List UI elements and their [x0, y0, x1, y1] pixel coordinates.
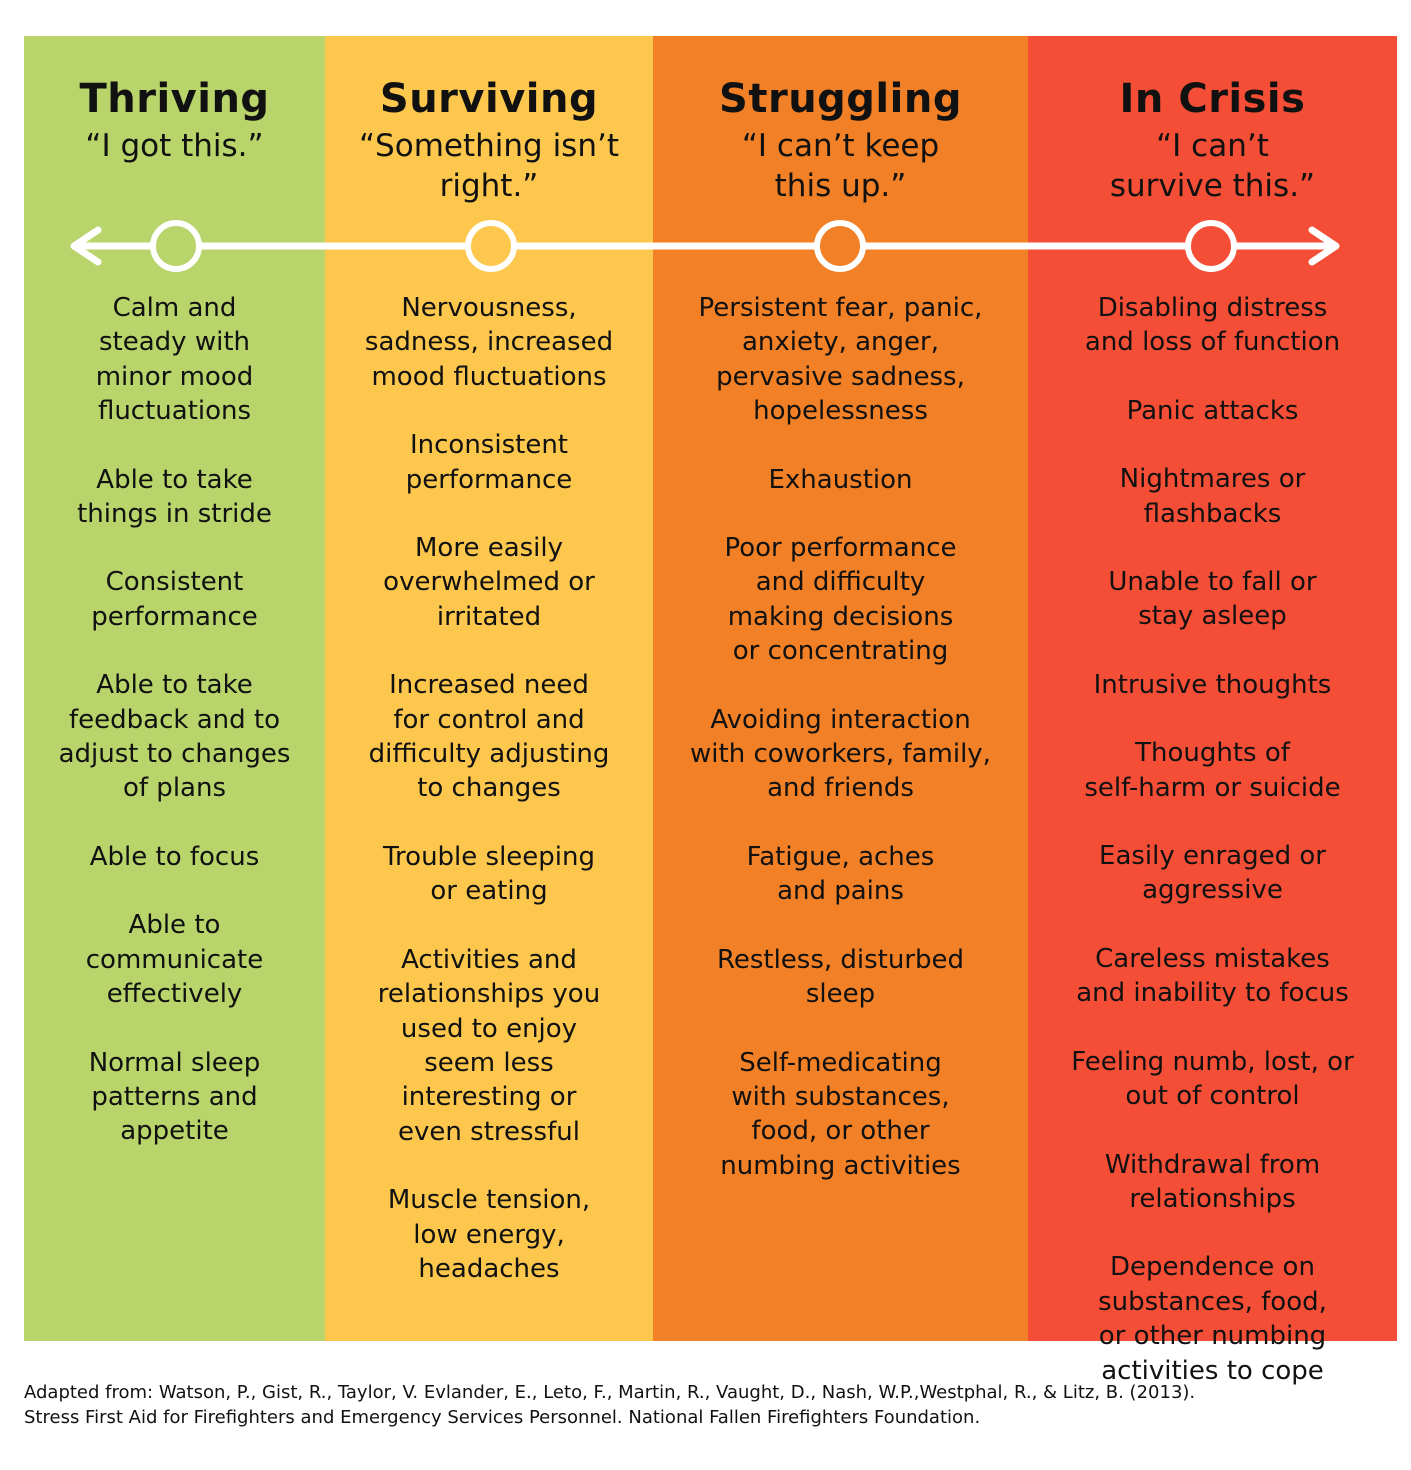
symptom-item: Nervousness, sadness, increased mood flu…: [364, 293, 614, 392]
symptom-list: Calm and steady with minor mood fluctuat…: [32, 291, 317, 1183]
symptom-item: Poor performance and difficulty making d…: [724, 533, 957, 667]
column-quote: “I can’t keep this up.”: [741, 128, 940, 204]
symptom-item: Feeling numb, lost, or out of control: [1071, 1046, 1354, 1112]
symptom-item: Careless mistakes and inability to focus: [1076, 943, 1349, 1009]
citation: Adapted from: Watson, P., Gist, R., Tayl…: [24, 1380, 1394, 1430]
symptom-item: Trouble sleeping or eating: [382, 841, 596, 907]
column-quote: “I can’t survive this.”: [1109, 128, 1316, 204]
column-surviving: Surviving “Something isn’t right.” Nervo…: [325, 36, 653, 1341]
symptom-item: Fatigue, aches and pains: [746, 841, 935, 907]
symptom-item: Self-medicating with substances, food, o…: [720, 1047, 961, 1181]
symptom-item: Nightmares or flashbacks: [1119, 464, 1306, 529]
symptom-item: Increased need for control and difficult…: [368, 670, 610, 804]
symptom-item: Easily enraged or aggressive: [1099, 841, 1326, 906]
symptom-item: Muscle tension, low energy, headaches: [387, 1185, 591, 1284]
symptom-item: Normal sleep patterns and appetite: [88, 1047, 261, 1147]
symptom-list: Nervousness, sadness, increased mood flu…: [333, 291, 645, 1320]
symptom-item: Calm and steady with minor mood fluctuat…: [95, 293, 254, 427]
symptom-item: Exhaustion: [768, 464, 913, 495]
column-title: Surviving: [379, 76, 599, 122]
column-quote: “I got this.”: [85, 128, 264, 164]
symptom-item: Able to take feedback and to adjust to c…: [58, 670, 291, 804]
column-quote: “Something isn’t right.”: [359, 128, 619, 204]
column-thriving: Thriving “I got this.” Calm and steady w…: [24, 36, 325, 1341]
symptom-item: Able to communicate effectively: [85, 910, 264, 1010]
symptom-item: Able to take things in stride: [77, 464, 272, 530]
symptom-item: Able to focus: [89, 841, 260, 872]
symptom-item: Intrusive thoughts: [1093, 669, 1332, 700]
symptom-item: Panic attacks: [1126, 395, 1299, 426]
symptom-list: Disabling distress and loss of function P…: [1036, 291, 1389, 1422]
symptom-item: Thoughts of self-harm or suicide: [1084, 738, 1341, 803]
symptom-item: More easily overwhelmed or irritated: [383, 533, 595, 632]
column-struggling: Struggling “I can’t keep this up.” Persi…: [653, 36, 1028, 1341]
symptom-item: Activities and relationships you used to…: [377, 944, 601, 1147]
citation-line-1: Adapted from: Watson, P., Gist, R., Tayl…: [24, 1382, 1196, 1403]
symptom-item: Restless, disturbed sleep: [716, 944, 965, 1010]
symptom-item: Dependence on substances, food, or other…: [1098, 1252, 1327, 1386]
symptom-item: Disabling distress and loss of function: [1084, 293, 1341, 358]
column-in-crisis: In Crisis “I can’t survive this.” Disabl…: [1028, 36, 1397, 1386]
column-title: Thriving: [79, 76, 270, 122]
column-title: Struggling: [719, 76, 962, 122]
symptom-item: Consistent performance: [91, 567, 258, 632]
citation-line-2: Stress First Aid for Firefighters and Em…: [24, 1407, 981, 1428]
symptom-list: Persistent fear, panic, anxiety, anger, …: [661, 291, 1020, 1217]
symptom-item: Unable to fall or stay asleep: [1108, 567, 1317, 632]
symptom-item: Avoiding interaction with coworkers, fam…: [690, 704, 991, 804]
column-title: In Crisis: [1119, 76, 1306, 122]
symptom-item: Persistent fear, panic, anxiety, anger, …: [698, 293, 983, 427]
symptom-item: Inconsistent performance: [405, 430, 573, 495]
symptom-item: Withdrawal from relationships: [1104, 1149, 1321, 1214]
